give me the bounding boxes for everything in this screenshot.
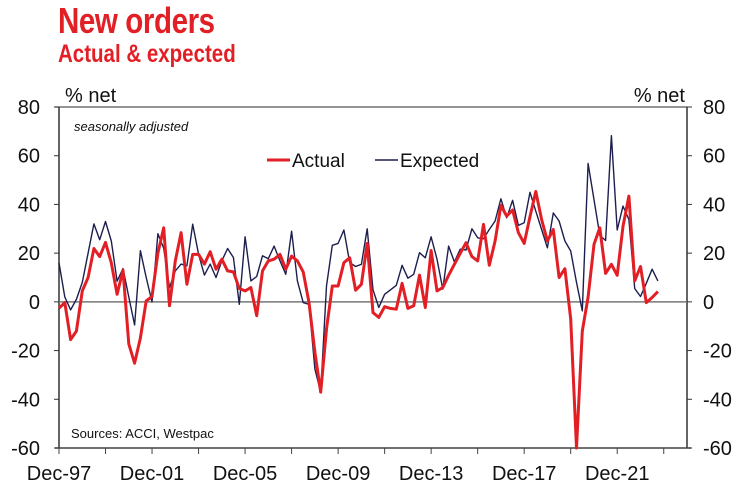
chart-subtitle: Actual & expected [58,40,236,68]
y-tick-label-left: -60 [11,438,40,460]
legend-label-expected: Expected [400,151,479,172]
y-tick-label-right: -40 [703,389,732,411]
y-tick-label-left: 40 [18,194,40,216]
x-tick-label: Dec-21 [585,463,649,485]
y-tick-label-right: 80 [703,97,725,119]
source-note: Sources: ACCI, Westpac [71,426,214,441]
x-tick-label: Dec-13 [399,463,463,485]
series-line-expected [58,134,659,393]
y-tick-label-left: 20 [18,243,40,265]
x-tick-label: Dec-05 [213,463,277,485]
seasonally-adjusted-note: seasonally adjusted [74,119,189,134]
legend-label-actual: Actual [292,151,345,172]
y-tick-label-left: 0 [29,292,40,314]
y-tick-label-left: 80 [18,97,40,119]
legend: Actual Expected [267,151,479,172]
right-axis-unit: % net [634,85,686,107]
axes: 80 80 60 60 40 40 20 20 0 0 -20 -20 -40 -40 -60 -60 Dec-… [11,97,732,485]
y-tick-label-right: 60 [703,146,725,168]
x-tick-label: Dec-97 [27,463,91,485]
y-tick-label-right: 20 [703,243,725,265]
series-line-actual [57,190,659,450]
x-tick-label: Dec-01 [120,463,184,485]
y-tick-label-right: 40 [703,194,725,216]
chart-title: New orders [58,0,215,41]
y-tick-label-right: -20 [703,341,732,363]
y-tick-label-left: -40 [11,389,40,411]
x-tick-label: Dec-09 [306,463,370,485]
y-tick-label-right: 0 [703,292,714,314]
series-lines [57,134,659,450]
y-tick-label-right: -60 [703,438,732,460]
y-tick-label-left: -20 [11,341,40,363]
left-axis-unit: % net [65,85,117,107]
y-tick-label-left: 60 [18,146,40,168]
x-tick-label: Dec-17 [492,463,556,485]
